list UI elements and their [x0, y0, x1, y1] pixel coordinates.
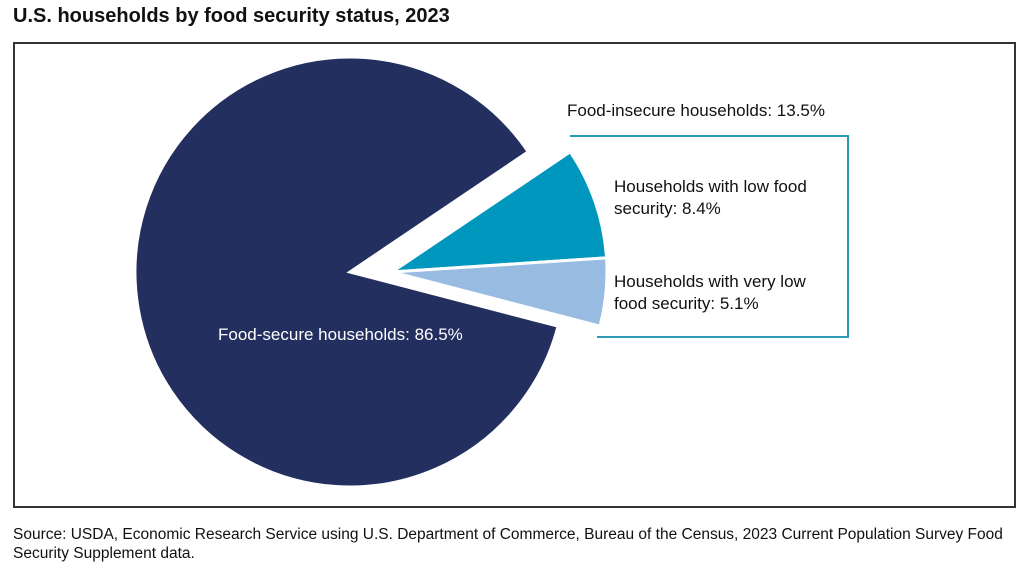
- source-note: Source: USDA, Economic Research Service …: [13, 526, 1003, 562]
- group-label: Food-insecure households: 13.5%: [567, 101, 825, 120]
- pie-slice: [133, 55, 560, 489]
- group-bracket: [570, 135, 849, 338]
- slice-label: Households with low food security: 8.4%: [614, 177, 807, 218]
- slice-label: Food-secure households: 86.5%: [218, 325, 463, 344]
- chart-frame: [13, 42, 1016, 508]
- chart-title: U.S. households by food security status,…: [13, 5, 450, 27]
- slice-label: Households with very low food security: …: [614, 272, 806, 313]
- pie-slice: [386, 149, 609, 274]
- pie-slice: [391, 256, 609, 329]
